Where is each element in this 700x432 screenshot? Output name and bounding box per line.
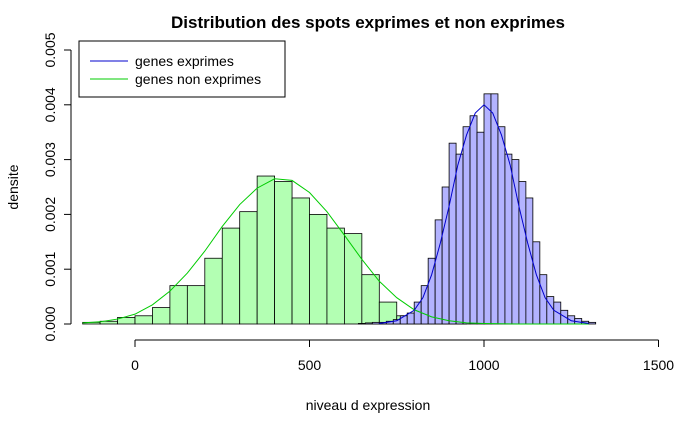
bar-genes-non-exprimes-10 xyxy=(256,175,275,325)
curve-genes-exprimes xyxy=(379,104,589,324)
x-tick-label-1: 500 xyxy=(298,357,322,373)
bar-genes-exprimes-33 xyxy=(588,321,597,325)
chart-title: Distribution des spots exprimes et non e… xyxy=(171,13,565,32)
legend: genes exprimes genes non exprimes xyxy=(78,40,286,98)
y-tick-label-5: 0.005 xyxy=(42,32,58,67)
bar-genes-non-exprimes-3 xyxy=(134,315,153,325)
bar-genes-non-exprimes-9 xyxy=(239,211,258,325)
x-tick-label-0: 0 xyxy=(131,357,139,373)
bar-genes-exprimes-19 xyxy=(490,93,499,325)
bar-genes-exprimes-15 xyxy=(462,126,471,325)
x-tick-label-3: 1500 xyxy=(643,357,674,373)
bar-genes-exprimes-14 xyxy=(455,153,464,325)
bar-genes-exprimes-30 xyxy=(567,315,576,325)
bar-genes-exprimes-12 xyxy=(441,186,450,325)
bar-genes-exprimes-24 xyxy=(525,197,534,325)
bar-genes-non-exprimes-6 xyxy=(186,285,206,325)
y-tick-label-1: 0.001 xyxy=(42,251,58,286)
y-tick-label-4: 0.004 xyxy=(42,87,58,122)
y-axis-label: densite xyxy=(5,164,21,209)
bar-genes-exprimes-7 xyxy=(406,312,415,325)
bar-genes-exprimes-0 xyxy=(357,323,366,325)
bar-genes-non-exprimes-11 xyxy=(274,181,293,325)
legend-label-non-exprimes: genes non exprimes xyxy=(135,71,261,87)
bar-genes-exprimes-20 xyxy=(497,126,506,325)
y-tick-label-0: 0.000 xyxy=(42,306,58,341)
histogram-bars xyxy=(82,93,597,325)
y-tick-label-3: 0.003 xyxy=(42,142,58,177)
bar-genes-exprimes-23 xyxy=(518,181,527,325)
bar-genes-non-exprimes-4 xyxy=(152,307,171,325)
legend-box xyxy=(78,40,286,98)
bar-genes-exprimes-9 xyxy=(420,285,429,325)
x-axis-label: niveau d expression xyxy=(306,397,431,413)
bar-genes-non-exprimes-7 xyxy=(204,257,223,325)
y-axis: 0.000 0.001 0.002 0.003 0.004 0.005 xyxy=(42,32,72,342)
bar-genes-non-exprimes-14 xyxy=(326,227,345,325)
legend-label-exprimes: genes exprimes xyxy=(135,53,234,69)
bar-genes-non-exprimes-5 xyxy=(169,285,188,325)
bar-genes-exprimes-13 xyxy=(448,142,457,325)
bar-genes-exprimes-28 xyxy=(553,301,562,325)
bar-genes-exprimes-18 xyxy=(483,93,492,325)
bar-genes-non-exprimes-12 xyxy=(291,197,310,325)
bar-genes-exprimes-2 xyxy=(371,321,380,325)
bar-genes-non-exprimes-8 xyxy=(221,227,241,325)
bar-genes-exprimes-25 xyxy=(532,241,541,325)
x-tick-label-2: 1000 xyxy=(468,357,499,373)
curve-genes-non-exprimes xyxy=(82,178,589,325)
bar-genes-exprimes-17 xyxy=(476,131,485,325)
bar-genes-exprimes-21 xyxy=(504,153,513,325)
bar-genes-exprimes-29 xyxy=(560,309,569,325)
y-tick-label-2: 0.002 xyxy=(42,197,58,232)
bar-genes-exprimes-1 xyxy=(364,322,373,325)
bar-genes-exprimes-22 xyxy=(511,159,520,325)
density-curves xyxy=(82,104,589,325)
bar-genes-exprimes-16 xyxy=(469,115,478,325)
bar-genes-exprimes-27 xyxy=(546,296,555,325)
bar-genes-exprimes-10 xyxy=(427,257,436,325)
x-axis: 0 500 1000 1500 xyxy=(131,339,674,373)
bar-genes-non-exprimes-16 xyxy=(361,274,380,325)
bar-genes-non-exprimes-13 xyxy=(309,213,328,325)
bar-genes-exprimes-11 xyxy=(434,219,443,325)
